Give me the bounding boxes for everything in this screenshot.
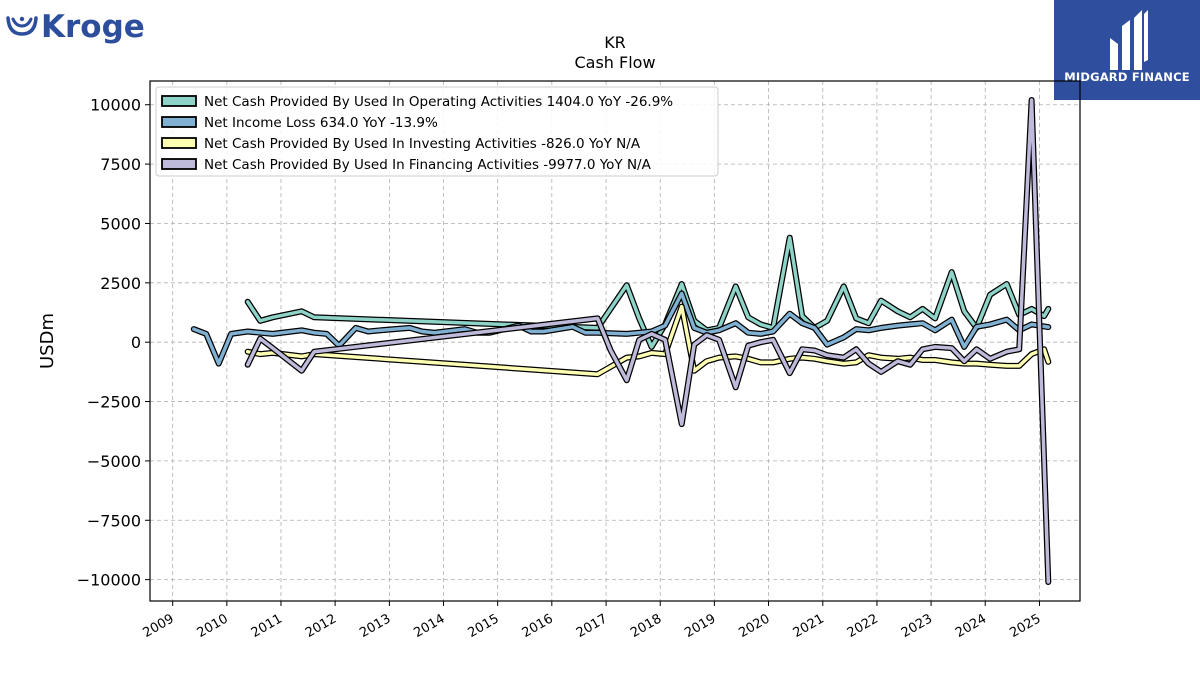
y-tick-label: 10000 xyxy=(90,96,141,115)
x-axis-ticks: 2009 2010 2011 2012 2013 2014 2015 2016 2017 2018… xyxy=(141,601,1044,641)
legend-label-3: Net Cash Provided By Used In Financing A… xyxy=(204,157,652,173)
chart-subtitle: Cash Flow xyxy=(574,53,655,72)
x-tick-label: 2016 xyxy=(520,611,556,641)
x-tick-label: 2009 xyxy=(141,611,177,641)
x-tick-label: 2010 xyxy=(195,611,231,641)
midgard-finance-logo: MIDGARD FINANCE xyxy=(1054,0,1200,100)
series-line-1 xyxy=(192,291,1051,366)
x-tick-label: 2023 xyxy=(899,611,935,641)
x-tick-label: 2017 xyxy=(574,611,610,641)
x-tick-label: 2024 xyxy=(953,611,989,641)
kroger-logo-mark: Kroger xyxy=(6,9,161,45)
x-tick-label: 2021 xyxy=(791,611,827,641)
y-tick-label: 0 xyxy=(131,333,141,352)
legend-label-2: Net Cash Provided By Used In Investing A… xyxy=(204,136,641,152)
legend-swatch-2 xyxy=(161,137,197,149)
y-tick-label: −5000 xyxy=(87,452,141,471)
y-tick-label: −7500 xyxy=(87,511,141,530)
legend-box xyxy=(155,86,719,177)
chart-title: KR xyxy=(604,33,626,52)
x-tick-label: 2022 xyxy=(845,611,881,641)
series-line-3 xyxy=(245,98,1051,584)
series-line-0 xyxy=(245,235,1051,349)
y-axis-label: USDm xyxy=(37,313,58,369)
y-tick-label: 2500 xyxy=(100,274,141,293)
legend-swatch-3 xyxy=(161,158,197,170)
series-layer xyxy=(190,97,1052,585)
y-tick-label: 5000 xyxy=(100,214,141,233)
midgard-logo-text: MIDGARD FINANCE xyxy=(1064,70,1190,84)
y-tick-label: −2500 xyxy=(87,393,141,412)
y-tick-label: 7500 xyxy=(100,155,141,174)
legend-label-1: Net Income Loss 634.0 YoY -13.9% xyxy=(204,115,438,131)
chart-legend: Net Cash Provided By Used In Operating A… xyxy=(155,86,719,177)
y-axis-ticks: 10000 7500 5000 2500 0 −2500 −5000 −7500 −10000 xyxy=(77,96,150,590)
midgard-emblem xyxy=(1110,10,1148,70)
legend-swatch-0 xyxy=(161,95,197,107)
x-tick-label: 2019 xyxy=(682,611,718,641)
x-tick-label: 2015 xyxy=(466,611,502,641)
legend-label-0: Net Cash Provided By Used In Operating A… xyxy=(204,94,673,110)
plot-frame xyxy=(149,80,1081,602)
y-tick-label: −10000 xyxy=(77,571,141,590)
x-tick-label: 2025 xyxy=(1007,611,1043,641)
kroger-logo-text: Kroger xyxy=(41,9,144,45)
legend-swatch-1 xyxy=(161,116,197,128)
x-tick-label: 2018 xyxy=(628,611,664,641)
x-tick-label: 2012 xyxy=(303,611,339,641)
x-tick-label: 2014 xyxy=(411,611,447,641)
x-tick-label: 2020 xyxy=(736,611,772,641)
x-tick-label: 2013 xyxy=(357,611,393,641)
kroger-logo: Kroger xyxy=(4,4,161,54)
x-tick-label: 2011 xyxy=(249,611,285,641)
